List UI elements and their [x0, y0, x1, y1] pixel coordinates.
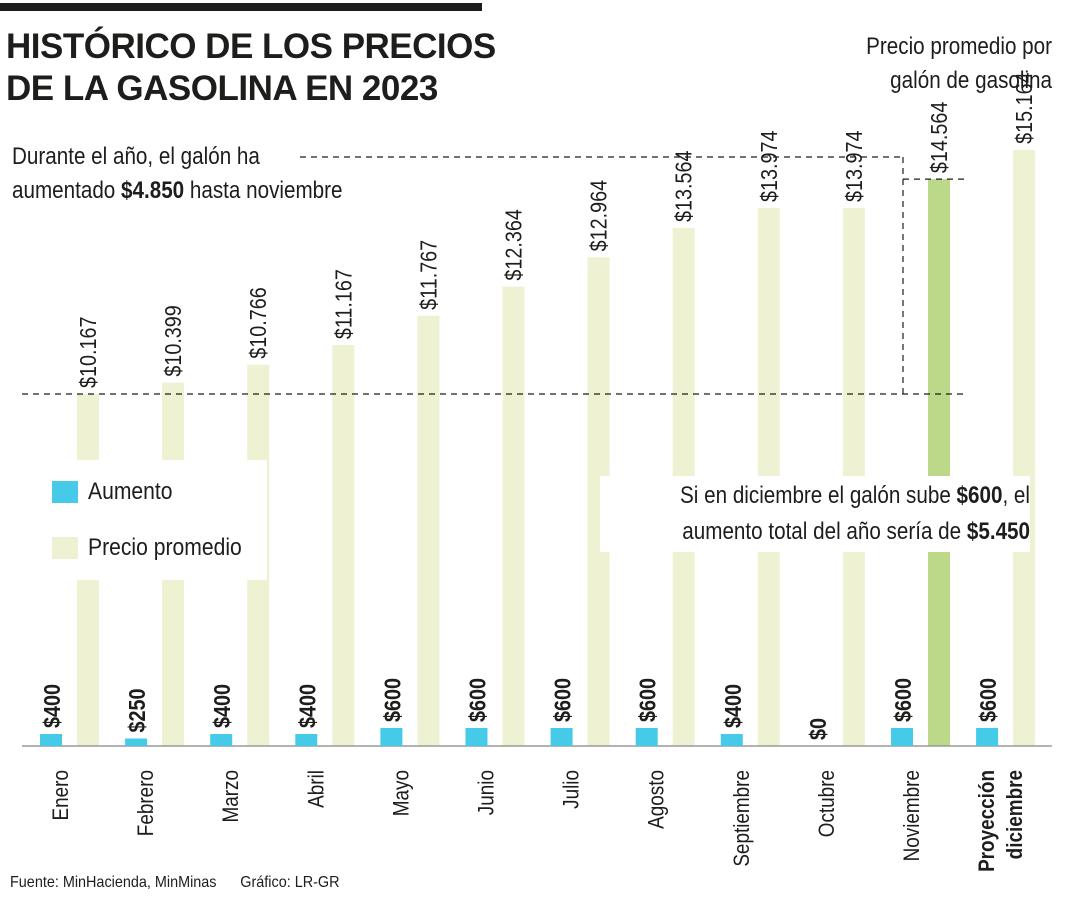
increase-value-label: $0	[806, 718, 832, 740]
increase-bar	[976, 728, 999, 746]
legend-swatch-increase	[52, 481, 78, 503]
increase-bar	[891, 728, 913, 746]
price-value-label: $11.767	[416, 240, 442, 310]
category-label: Junio	[474, 770, 499, 815]
increase-bar	[635, 728, 658, 746]
annotation-december-projection: Si en diciembre el galón sube $600, el a…	[600, 476, 1030, 552]
annotation-total-increase: Durante el año, el galón ha aumentado $4…	[12, 140, 408, 208]
category-label: Proyección	[975, 770, 1000, 872]
price-value-label: $12.364	[501, 209, 527, 281]
price-value-label: $13.974	[842, 130, 868, 202]
category-label: Noviembre	[900, 770, 925, 861]
category-label: Septiembre	[729, 770, 754, 867]
category-label: Abril	[304, 770, 329, 808]
price-bar	[332, 345, 355, 746]
annotation-top-line-1: Durante el año, el galón ha	[12, 143, 260, 170]
increase-value-label: $600	[465, 678, 491, 722]
increase-value-label: $600	[380, 678, 406, 722]
increase-bar	[720, 734, 743, 746]
unit-note: Precio promedio por galón de gasolina	[777, 30, 1052, 98]
unit-note-line-2: galón de gasolina	[890, 67, 1052, 94]
price-value-label: $10.167	[76, 317, 102, 388]
price-value-label: $13.564	[671, 150, 697, 222]
unit-note-line-1: Precio promedio por	[866, 33, 1052, 60]
legend-item-increase: Aumento	[52, 464, 263, 520]
increase-bar	[550, 728, 573, 746]
credit-text: Gráfico: LR-GR	[240, 874, 340, 891]
price-bar	[928, 179, 950, 746]
annotation-right-amount-1: $600	[956, 482, 1003, 509]
increase-bar	[40, 734, 62, 746]
category-label: Marzo	[219, 770, 244, 823]
title-line-2: DE LA GASOLINA EN 2023	[6, 69, 438, 108]
category-label: Agosto	[644, 770, 669, 829]
chart-title: HISTÓRICO DE LOS PRECIOS DE LA GASOLINA …	[6, 26, 566, 110]
category-label: Enero	[49, 770, 74, 820]
category-label: Mayo	[389, 770, 414, 816]
price-bar	[502, 286, 525, 746]
increase-value-label: $250	[125, 688, 151, 732]
source-text: Fuente: MinHacienda, MinMinas	[10, 874, 217, 891]
top-rule	[0, 3, 482, 11]
price-bar	[587, 257, 610, 746]
category-label: Julio	[559, 770, 584, 809]
increase-value-label: $400	[40, 684, 66, 728]
increase-value-label: $600	[635, 678, 661, 722]
price-value-label: $15.164	[1012, 72, 1038, 144]
price-bar	[1013, 149, 1036, 746]
annotation-right-post-1: , el	[1002, 482, 1030, 509]
annotation-top-post: hasta noviembre	[184, 177, 343, 204]
category-label: Octubre	[815, 770, 840, 837]
increase-value-label: $400	[295, 684, 321, 728]
increase-value-label: $600	[976, 678, 1002, 722]
annotation-right-pre-1: Si en diciembre el galón sube	[680, 482, 957, 509]
increase-bar	[295, 734, 318, 746]
price-value-label: $12.964	[586, 180, 612, 252]
increase-bar	[125, 738, 148, 746]
legend-item-price: Precio promedio	[52, 520, 263, 576]
increase-value-label: $400	[210, 684, 236, 728]
price-value-label: $10.399	[161, 305, 187, 376]
annotation-top-amount: $4.850	[121, 177, 185, 204]
increase-bar	[210, 734, 233, 746]
price-value-label: $11.167	[331, 269, 357, 339]
annotation-top-pre: aumentado	[12, 177, 122, 204]
category-label: Febrero	[134, 770, 159, 836]
increase-bar	[380, 728, 403, 746]
price-value-label: $13.974	[756, 130, 782, 202]
increase-value-label: $600	[891, 678, 917, 722]
legend-label-increase: Aumento	[88, 478, 173, 505]
price-value-label: $14.564	[927, 102, 953, 174]
annotation-right-amount-2: $5.450	[966, 518, 1030, 545]
category-label: diciembre	[1003, 770, 1028, 859]
footer: Fuente: MinHacienda, MinMinas Gráfico: L…	[10, 874, 359, 892]
increase-value-label: $400	[720, 684, 746, 728]
legend-swatch-price	[52, 537, 78, 559]
annotation-right-pre-2: aumento total del año sería de	[682, 518, 967, 545]
increase-value-label: $600	[550, 678, 576, 722]
title-line-1: HISTÓRICO DE LOS PRECIOS	[6, 27, 496, 66]
legend: Aumento Precio promedio	[48, 460, 267, 580]
price-bar	[417, 315, 440, 746]
legend-label-price: Precio promedio	[88, 534, 242, 561]
price-value-label: $10.766	[246, 287, 272, 358]
increase-bar	[465, 728, 488, 746]
